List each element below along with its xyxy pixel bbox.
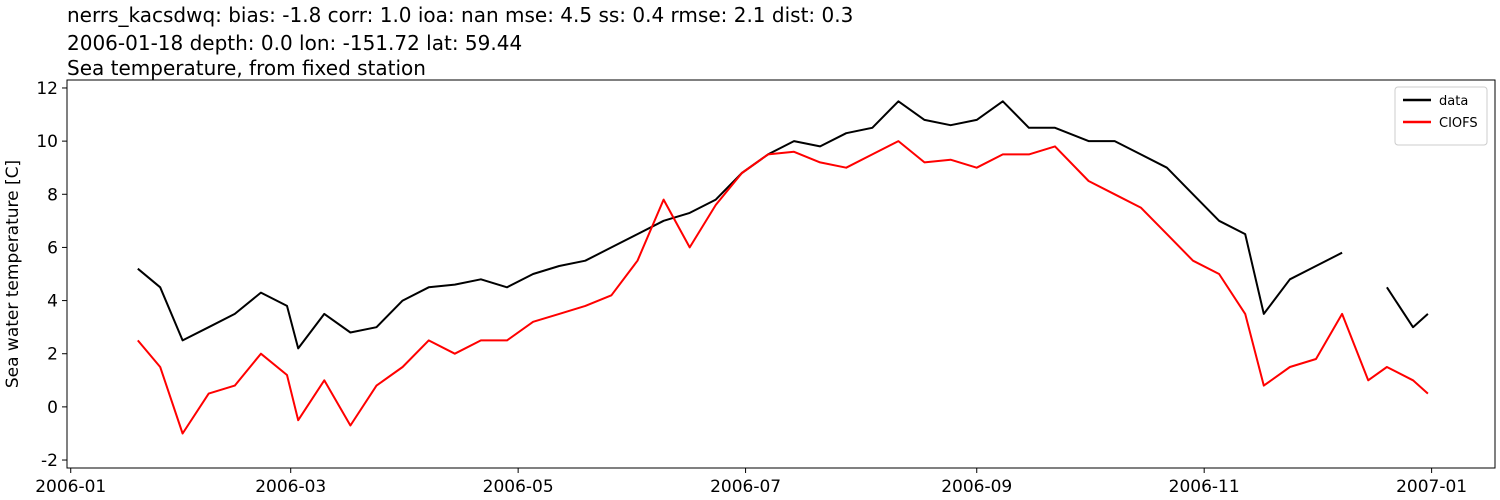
y-tick-label: 2	[47, 345, 58, 365]
x-tick-label: 2006-01	[35, 477, 106, 497]
x-tick-label: 2006-05	[483, 477, 554, 497]
chart-subtitle: Sea temperature, from fixed station	[67, 56, 426, 80]
y-tick-label: 6	[47, 238, 58, 258]
y-tick-label: -2	[41, 451, 58, 471]
legend: data CIOFS	[1394, 86, 1488, 146]
x-tick-label: 2007-01	[1396, 477, 1467, 497]
chart-subtitle: 2006-01-18 depth: 0.0 lon: -151.72 lat: …	[67, 31, 522, 55]
line-series	[137, 140, 1429, 435]
x-tick-label: 2006-11	[1169, 477, 1240, 497]
plot-frame	[66, 79, 1496, 469]
y-tick-label: 0	[47, 398, 58, 418]
x-tick-label: 2006-07	[710, 477, 781, 497]
line-series	[137, 100, 1429, 350]
y-tick-label: 12	[36, 79, 58, 99]
y-tick-label: 10	[36, 132, 58, 152]
x-tick-label: 2006-09	[941, 477, 1012, 497]
legend-box	[1394, 86, 1488, 146]
legend-label: data	[1439, 94, 1468, 109]
y-tick-label: 8	[47, 185, 58, 205]
chart-title: nerrs_kacsdwq: bias: -1.8 corr: 1.0 ioa:…	[67, 3, 853, 27]
x-tick-label: 2006-03	[255, 477, 326, 497]
y-axis-label: Sea water temperature [C]	[3, 160, 23, 388]
y-tick-label: 4	[47, 292, 58, 312]
legend-label: CIOFS	[1439, 116, 1478, 131]
